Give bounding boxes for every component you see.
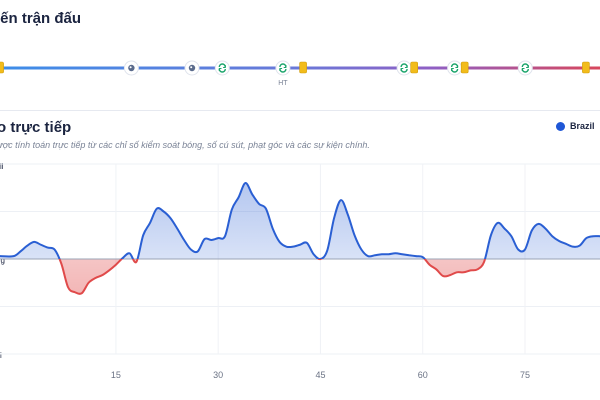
momentum-title: o trực tiếp bbox=[0, 119, 72, 136]
chart-legend: Brazil bbox=[556, 121, 595, 131]
section-divider bbox=[0, 110, 600, 111]
y-label-top: zil bbox=[0, 162, 4, 171]
y-label-bottom: iti bbox=[0, 351, 2, 360]
x-tick-label-60: 60 bbox=[418, 370, 428, 380]
substitution-event-icon[interactable] bbox=[214, 60, 230, 76]
card-event-icon[interactable] bbox=[299, 61, 307, 74]
x-tick-label-75: 75 bbox=[520, 370, 530, 380]
substitution-event-icon[interactable] bbox=[396, 60, 412, 76]
x-tick-label-30: 30 bbox=[213, 370, 223, 380]
brazil-area-negative bbox=[0, 259, 600, 294]
substitution-event-icon[interactable] bbox=[517, 60, 533, 76]
momentum-subtitle: ược tính toán trực tiếp từ các chỉ số ki… bbox=[0, 140, 370, 150]
card-event-icon[interactable] bbox=[460, 61, 469, 74]
y-label-middle: ng bbox=[0, 256, 5, 265]
brazil-line-negative bbox=[58, 259, 487, 295]
card-event-icon[interactable] bbox=[410, 61, 419, 74]
card-event-icon[interactable] bbox=[0, 61, 4, 74]
card-event-icon[interactable] bbox=[582, 61, 590, 74]
substitution-event-icon[interactable] bbox=[275, 60, 291, 76]
ball-event-icon[interactable] bbox=[184, 60, 200, 76]
timeline-title: iến trận đấu bbox=[0, 10, 82, 27]
legend-label-brazil: Brazil bbox=[570, 121, 595, 131]
brazil-area-positive bbox=[0, 182, 600, 259]
halftime-label: HT bbox=[278, 80, 288, 87]
substitution-event-icon[interactable] bbox=[447, 60, 463, 76]
match-timeline: HT bbox=[0, 50, 600, 90]
momentum-chart: 15 30 45 60 75 bbox=[0, 163, 600, 380]
brazil-line-positive bbox=[0, 182, 600, 259]
x-tick-label-45: 45 bbox=[315, 370, 325, 380]
x-tick-label-15: 15 bbox=[111, 370, 121, 380]
timeline-track: HT bbox=[0, 60, 600, 87]
ball-event-icon[interactable] bbox=[123, 60, 139, 76]
legend-dot-brazil bbox=[556, 121, 565, 131]
